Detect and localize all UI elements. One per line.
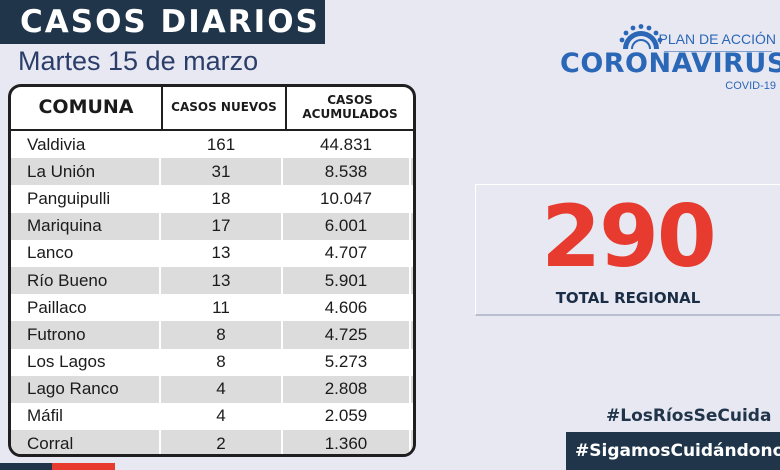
footer-color-bar bbox=[0, 463, 115, 470]
spacer-cell bbox=[411, 294, 413, 321]
table-row: Lanco 13 4.707 bbox=[11, 239, 413, 267]
table-row: Lago Ranco 4 2.808 bbox=[11, 375, 413, 403]
casos-nuevos-cell: 13 bbox=[161, 239, 283, 267]
spacer-cell bbox=[411, 131, 413, 158]
table-row: Futrono 8 4.725 bbox=[11, 321, 413, 349]
spacer-cell bbox=[411, 185, 413, 212]
comuna-cell: Futrono bbox=[11, 321, 161, 349]
casos-acumulados-cell: 8.538 bbox=[283, 158, 411, 186]
casos-acumulados-cell: 4.606 bbox=[283, 294, 411, 322]
table-body: Valdivia 161 44.831 La Unión 31 8.538 Pa… bbox=[11, 131, 413, 454]
table-row: Río Bueno 13 5.901 bbox=[11, 266, 413, 295]
casos-nuevos-cell: 18 bbox=[161, 185, 283, 213]
comuna-cell: Paillaco bbox=[11, 294, 161, 322]
casos-nuevos-cell: 8 bbox=[161, 321, 283, 349]
casos-nuevos-cell: 13 bbox=[161, 266, 283, 295]
logo-covid-text: COVID-19 bbox=[725, 80, 776, 92]
casos-acumulados-cell: 2.059 bbox=[283, 402, 411, 431]
spacer-cell bbox=[411, 430, 413, 454]
table-row: La Unión 31 8.538 bbox=[11, 158, 413, 186]
table-row: Corral 2 1.360 bbox=[11, 430, 413, 454]
title-banner: CASOS DIARIOS bbox=[0, 0, 325, 44]
table-row: Los Lagos 8 5.273 bbox=[11, 348, 413, 376]
casos-acumulados-cell: 5.901 bbox=[283, 266, 411, 295]
spacer-cell bbox=[411, 158, 413, 186]
casos-acumulados-cell: 1.360 bbox=[283, 430, 411, 454]
spacer-cell bbox=[411, 349, 413, 376]
logo-coronavirus-text: CORONAVIRUS bbox=[560, 48, 780, 79]
page-title: CASOS DIARIOS bbox=[20, 4, 320, 40]
spacer-cell bbox=[411, 240, 413, 267]
header-casos-nuevos: CASOS NUEVOS bbox=[163, 87, 287, 129]
spacer-cell bbox=[411, 266, 413, 295]
table-row: Mariquina 17 6.001 bbox=[11, 212, 413, 240]
casos-acumulados-cell: 5.273 bbox=[283, 348, 411, 376]
comuna-cell: Lago Ranco bbox=[11, 375, 161, 403]
comuna-cell: Valdivia bbox=[11, 131, 161, 159]
cases-table: COMUNA CASOS NUEVOS CASOS ACUMULADOS Val… bbox=[8, 84, 416, 457]
casos-nuevos-cell: 161 bbox=[161, 131, 283, 159]
spacer-cell bbox=[411, 212, 413, 240]
table-row: Valdivia 161 44.831 bbox=[11, 131, 413, 159]
date-subtitle: Martes 15 de marzo bbox=[18, 46, 259, 76]
table-header-row: COMUNA CASOS NUEVOS CASOS ACUMULADOS bbox=[11, 87, 413, 131]
comuna-cell: Corral bbox=[11, 430, 161, 454]
comuna-cell: Los Lagos bbox=[11, 348, 161, 376]
spacer-cell bbox=[411, 403, 413, 430]
plan-de-accion-logo: PLAN DE ACCIÓN CORONAVIRUS COVID-19 bbox=[558, 24, 780, 96]
casos-acumulados-cell: 10.047 bbox=[283, 185, 411, 213]
casos-nuevos-cell: 8 bbox=[161, 348, 283, 376]
casos-acumulados-cell: 4.725 bbox=[283, 321, 411, 349]
header-casos-acumulados: CASOS ACUMULADOS bbox=[302, 93, 398, 121]
comuna-cell: Máfil bbox=[11, 402, 161, 431]
comuna-cell: Río Bueno bbox=[11, 266, 161, 295]
table-row: Paillaco 11 4.606 bbox=[11, 294, 413, 322]
casos-acumulados-cell: 4.707 bbox=[283, 239, 411, 267]
comuna-cell: Mariquina bbox=[11, 212, 161, 240]
table-row: Panguipulli 18 10.047 bbox=[11, 185, 413, 213]
casos-nuevos-cell: 4 bbox=[161, 375, 283, 403]
spacer-cell bbox=[411, 321, 413, 349]
total-value: 290 bbox=[541, 187, 717, 287]
casos-acumulados-cell: 44.831 bbox=[283, 131, 411, 159]
casos-acumulados-cell: 6.001 bbox=[283, 212, 411, 240]
casos-nuevos-cell: 4 bbox=[161, 402, 283, 431]
virus-sun-icon bbox=[619, 24, 663, 50]
table-row: Máfil 4 2.059 bbox=[11, 402, 413, 431]
hashtag-los-rios: #LosRíosSeCuida bbox=[606, 406, 772, 426]
casos-nuevos-cell: 2 bbox=[161, 430, 283, 454]
comuna-cell: La Unión bbox=[11, 158, 161, 186]
header-comuna: COMUNA bbox=[11, 87, 163, 129]
spacer-cell bbox=[411, 375, 413, 403]
logo-plan-text: PLAN DE ACCIÓN bbox=[658, 31, 776, 47]
hashtag-sigamos: #SigamosCuidándonos bbox=[575, 441, 780, 461]
casos-nuevos-cell: 17 bbox=[161, 212, 283, 240]
casos-nuevos-cell: 31 bbox=[161, 158, 283, 186]
logo-divider bbox=[664, 51, 772, 52]
comuna-cell: Lanco bbox=[11, 239, 161, 267]
total-regional-box: 290 TOTAL REGIONAL bbox=[475, 184, 780, 316]
casos-acumulados-cell: 2.808 bbox=[283, 375, 411, 403]
total-label: TOTAL REGIONAL bbox=[555, 289, 701, 307]
comuna-cell: Panguipulli bbox=[11, 185, 161, 213]
hashtag-sigamos-banner: #SigamosCuidándonos bbox=[566, 432, 780, 470]
casos-nuevos-cell: 11 bbox=[161, 294, 283, 322]
